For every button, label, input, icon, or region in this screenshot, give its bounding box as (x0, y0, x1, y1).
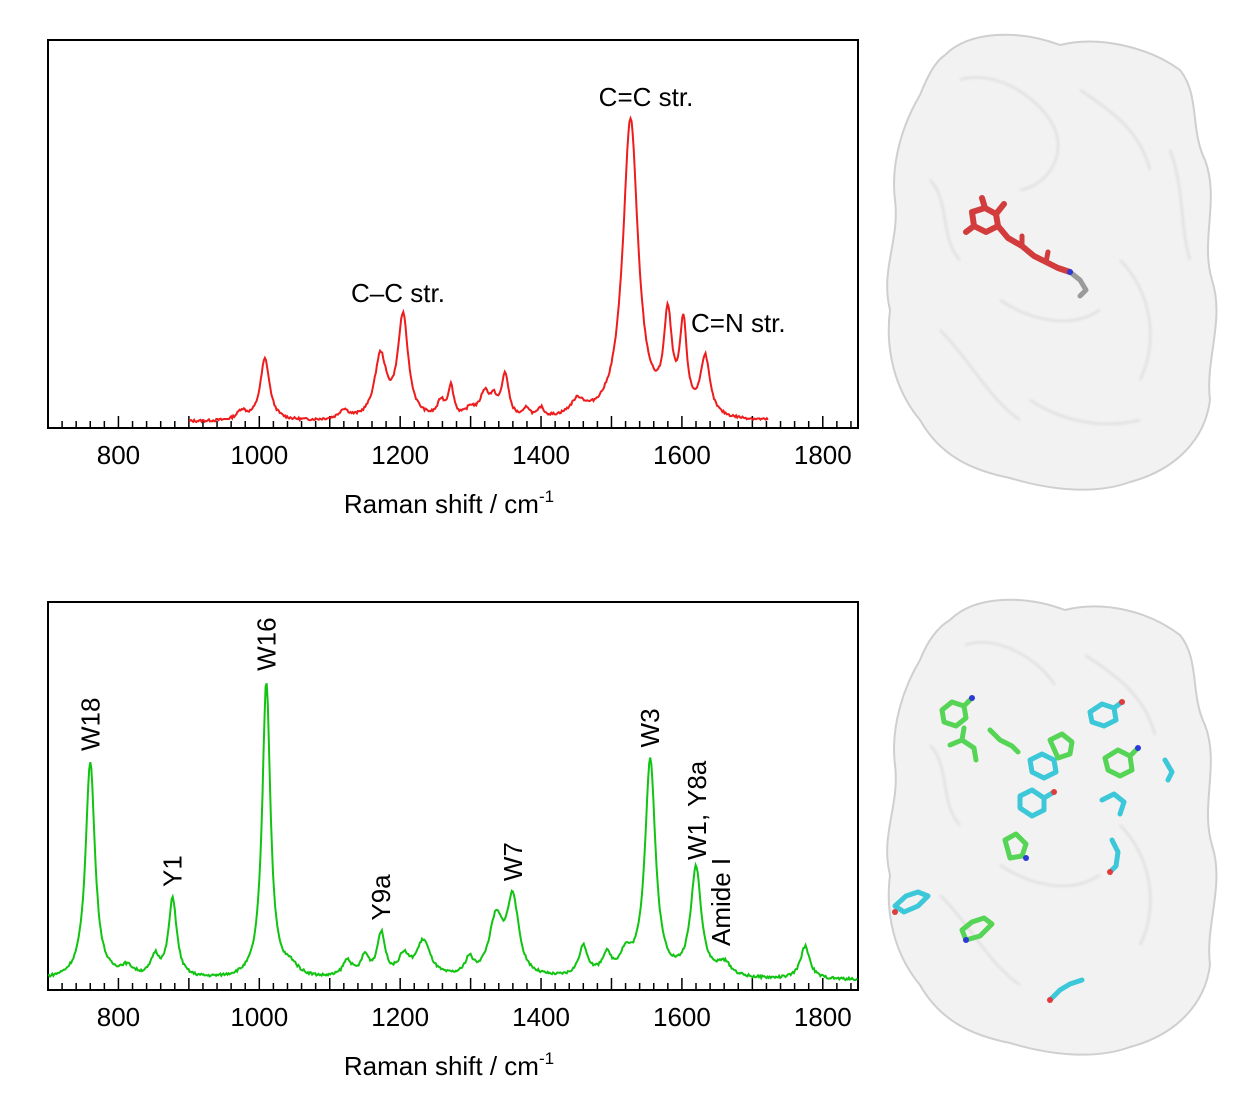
x-tick-label: 1200 (371, 1002, 429, 1032)
raman-spectrum-line (188, 115, 769, 424)
peak-annotation: C–C str. (351, 278, 445, 308)
protein-surface-shape (886, 598, 1218, 1056)
protein-surface-aromatic-residues (886, 598, 1218, 1056)
surface-shading (929, 76, 1191, 425)
heteroatoms (892, 695, 1141, 1003)
x-tick-label: 1800 (794, 440, 852, 470)
x-tick-label: 1800 (794, 1002, 852, 1032)
x-tick-label: 1000 (230, 1002, 288, 1032)
x-tick-label: 1600 (653, 440, 711, 470)
x-axis-label: Raman shift / cm-1 (344, 487, 554, 519)
peak-annotation: Y9a (366, 874, 396, 921)
x-tick-label: 800 (97, 440, 140, 470)
bottom-raman-chart: 800 1000 1200 1400 1600 1800 W18Y1W16Y9aW7W3W… (47, 601, 859, 1081)
peak-annotation: W18 (75, 698, 105, 751)
peak-annotations: C=C str. C–C str. C=N str. (351, 82, 786, 338)
plot-frame (47, 601, 859, 991)
protein-surface-retinal (886, 33, 1218, 491)
x-axis-tick-labels: 800 1000 1200 1400 1600 1800 (97, 440, 852, 470)
x-axis-tick-labels: 800 1000 1200 1400 1600 1800 (97, 1002, 852, 1032)
top-raman-chart: 800 1000 1200 1400 1600 1800 C=C str. C–C str.… (47, 39, 859, 519)
peak-annotation: W3 (635, 708, 665, 747)
x-tick-label: 1400 (512, 1002, 570, 1032)
raman-spectrum-line (47, 682, 859, 982)
peak-annotation: C=N str. (691, 308, 786, 338)
peak-annotation: W7 (498, 842, 528, 881)
x-tick-label: 1400 (512, 440, 570, 470)
x-tick-label: 800 (97, 1002, 140, 1032)
x-tick-label: 1600 (653, 1002, 711, 1032)
surface-shading (929, 641, 1156, 986)
x-axis-ticks (47, 416, 852, 428)
peak-annotation: Amide I (706, 858, 736, 946)
plot-frame (47, 39, 859, 429)
peak-annotation: C=C str. (599, 82, 694, 112)
x-tick-label: 1000 (230, 440, 288, 470)
x-axis-ticks (47, 978, 852, 990)
peak-annotation: Y1 (158, 855, 188, 887)
peak-annotation: W16 (251, 617, 281, 670)
retinal-ligand-sticks (963, 195, 1089, 299)
x-tick-label: 1200 (371, 440, 429, 470)
peak-annotation: W1, Y8a (682, 760, 712, 860)
x-axis-label: Raman shift / cm-1 (344, 1049, 554, 1081)
